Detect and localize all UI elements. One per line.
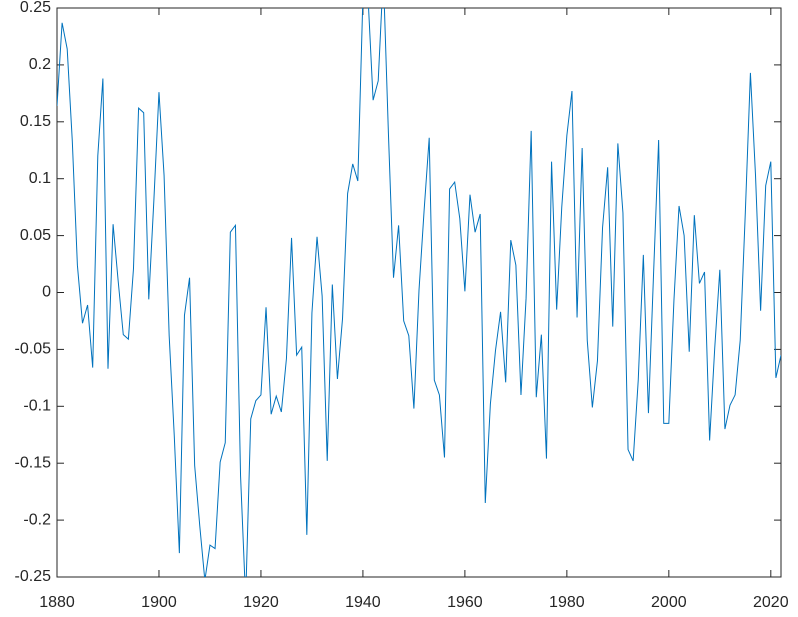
- x-tick-label: 1960: [447, 594, 483, 611]
- y-tick-label: -0.2: [23, 511, 51, 528]
- y-tick-label: 0: [42, 284, 51, 301]
- y-tick-label: -0.15: [15, 454, 52, 471]
- y-tick-label: 0.25: [20, 0, 51, 16]
- y-tick-label: 0.1: [29, 170, 51, 187]
- x-tick-label: 2000: [651, 594, 687, 611]
- x-tick-label: 1980: [549, 594, 585, 611]
- x-tick-label: 1940: [345, 594, 381, 611]
- y-tick-label: 0.05: [20, 227, 51, 244]
- data-line: [57, 8, 781, 577]
- y-tick-label: 0.15: [20, 113, 51, 130]
- y-tick-label: -0.25: [15, 568, 52, 585]
- x-tick-label: 1900: [141, 594, 177, 611]
- x-tick-label: 1920: [243, 594, 279, 611]
- y-tick-label: 0.2: [29, 56, 51, 73]
- y-tick-label: -0.1: [23, 398, 51, 415]
- x-tick-label: 1880: [39, 594, 75, 611]
- y-tick-label: -0.05: [15, 341, 52, 358]
- x-tick-label: 2020: [753, 594, 789, 611]
